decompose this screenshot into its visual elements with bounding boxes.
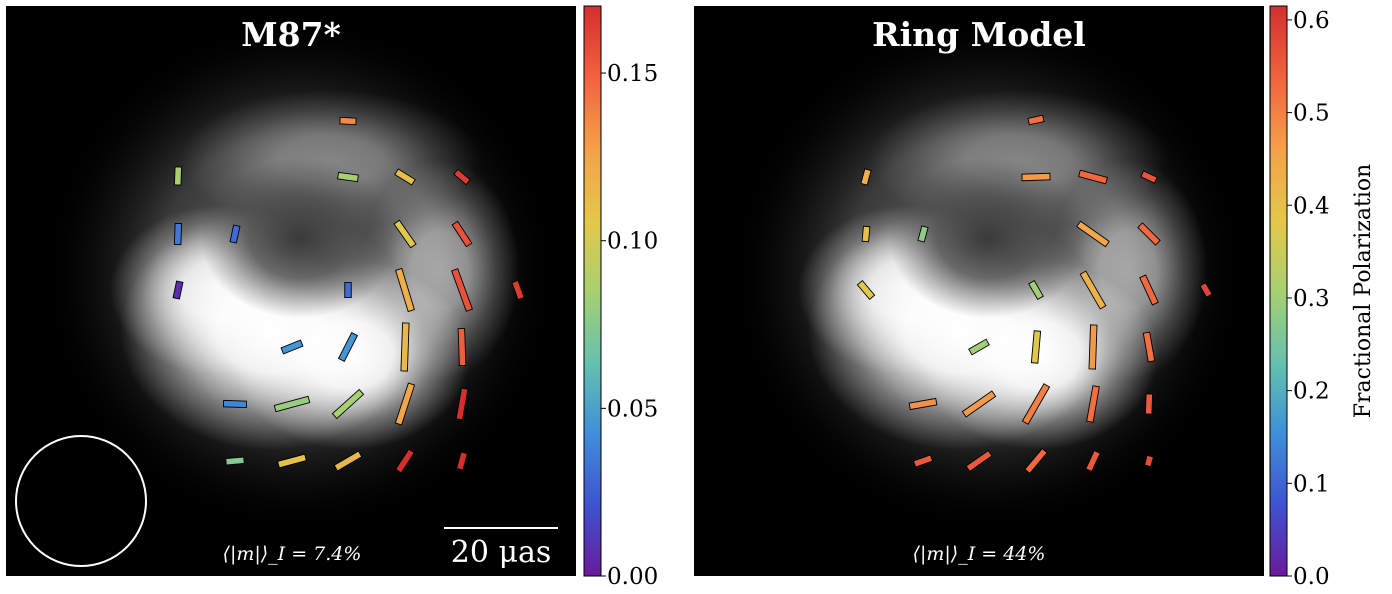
- polarization-tick: [172, 280, 184, 300]
- polarization-tick: [1199, 282, 1213, 298]
- polarization-tick: [344, 282, 352, 298]
- ring-mean-polarization: ⟨|m|⟩_I = 44%: [913, 543, 1046, 565]
- colorbar-tick-label: 0.6: [1293, 8, 1330, 34]
- polarization-tick: [400, 322, 410, 372]
- polarization-tick: [394, 382, 416, 426]
- polarization-tick: [280, 339, 304, 355]
- polarization-tick: [277, 453, 307, 469]
- m87-colorbar: 0.00 0.05 0.10 0.15: [583, 5, 658, 590]
- polarization-tick: [331, 388, 365, 420]
- polarization-tick: [1139, 274, 1159, 306]
- m87-colorbar-ticks: 0.00 0.05 0.10 0.15: [601, 61, 658, 590]
- polarization-tick: [337, 331, 359, 363]
- polarization-tick: [333, 450, 363, 472]
- polarization-tick: [451, 220, 473, 248]
- ring-colorbar-ticks: 0.0 0.1 0.2 0.3 0.4 0.5 0.6: [1287, 8, 1330, 590]
- polarization-tick: [222, 399, 248, 409]
- polarization-tick: [337, 171, 359, 183]
- m87-beam-circle: [15, 435, 147, 567]
- polarization-tick: [451, 268, 473, 312]
- polarization-tick: [1086, 385, 1100, 423]
- polarization-tick: [173, 222, 183, 246]
- polarization-tick: [1144, 454, 1154, 468]
- polarization-tick: [1078, 169, 1108, 185]
- polarization-tick: [856, 279, 876, 301]
- polarization-tick: [393, 219, 417, 249]
- polarization-tick: [1137, 222, 1161, 246]
- panel-ring-model: Ring Model ⟨|m|⟩_I = 44%: [694, 6, 1264, 576]
- polarization-tick: [453, 168, 471, 186]
- polarization-tick: [229, 224, 241, 244]
- polarization-tick: [1024, 447, 1048, 475]
- polarization-tick: [457, 327, 467, 367]
- polarization-tick: [961, 390, 997, 418]
- polarization-tick: [1021, 172, 1051, 182]
- colorbar-tick-label: 0.2: [1293, 379, 1330, 405]
- polarization-tick: [1085, 449, 1101, 473]
- ring-colorbar-gradient: [1269, 5, 1288, 577]
- colorbar-tick-label: 0.15: [607, 61, 658, 87]
- polarization-tick: [395, 448, 415, 474]
- polarization-tick: [917, 225, 929, 243]
- ring-polarization-ticks: [856, 114, 1213, 475]
- m87-colorbar-gradient: [583, 5, 602, 577]
- polarization-tick: [1140, 170, 1158, 184]
- polarization-tick: [456, 451, 468, 471]
- polarization-tick: [1021, 383, 1051, 425]
- colorbar-tick-label: 0.3: [1293, 286, 1330, 312]
- colorbar-tick-label: 0.00: [607, 564, 658, 590]
- polarization-tick: [1144, 393, 1154, 415]
- polarization-tick: [273, 395, 311, 413]
- ring-colorbar-label: Fractional Polarization: [1351, 164, 1376, 419]
- polarization-tick: [173, 166, 183, 186]
- m87-title: M87*: [241, 15, 341, 54]
- polarization-tick: [912, 454, 934, 468]
- polarization-tick: [455, 387, 469, 421]
- colorbar-tick-label: 0.10: [607, 229, 658, 255]
- colorbar-tick-label: 0.0: [1293, 564, 1330, 590]
- m87-scale-bar-label: 20 μas: [451, 535, 552, 570]
- polarization-tick: [1076, 220, 1110, 248]
- ring-intensity-image: [728, 15, 1248, 535]
- polarization-tick: [1079, 270, 1107, 310]
- colorbar-tick-label: 0.05: [607, 396, 658, 422]
- m87-mean-polarization: ⟨|m|⟩_I = 7.4%: [223, 543, 362, 565]
- polarization-tick: [908, 397, 938, 411]
- polarization-tick: [965, 449, 993, 473]
- polarization-tick: [1088, 324, 1098, 370]
- colorbar-tick-label: 0.1: [1293, 471, 1330, 497]
- polarization-tick: [1030, 330, 1042, 364]
- m87-polarization-ticks: [172, 116, 525, 474]
- colorbar-tick-label: 0.5: [1293, 101, 1330, 127]
- panel-m87: M87* ⟨|m|⟩_I = 7.4% 20 μas: [6, 6, 576, 576]
- polarization-tick: [968, 338, 990, 356]
- polarization-tick: [339, 116, 357, 126]
- polarization-tick: [511, 279, 525, 301]
- polarization-tick: [225, 456, 245, 466]
- polarization-tick: [395, 267, 415, 313]
- polarization-tick: [1142, 331, 1156, 363]
- m87-intensity-image: [40, 15, 560, 535]
- polarization-tick: [861, 225, 871, 243]
- colorbar-tick-label: 0.4: [1293, 193, 1330, 219]
- polarization-tick: [860, 168, 872, 186]
- ring-title: Ring Model: [872, 15, 1086, 54]
- polarization-tick: [1027, 114, 1045, 126]
- polarization-tick: [394, 168, 416, 186]
- ring-colorbar: 0.0 0.1 0.2 0.3 0.4 0.5 0.6 Fractional Polariz…: [1269, 5, 1376, 590]
- polarization-tick: [1028, 279, 1044, 301]
